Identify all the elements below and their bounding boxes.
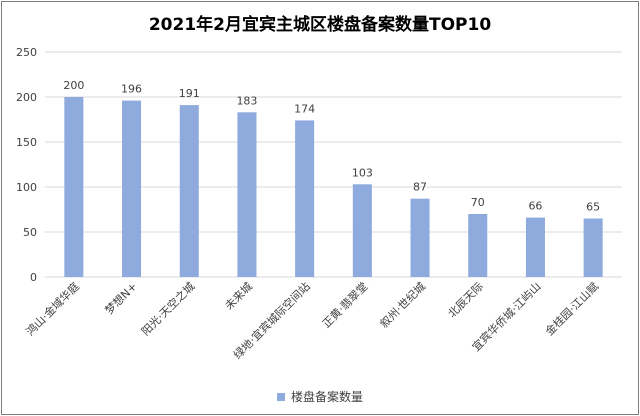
legend-label: 楼盘备案数量 xyxy=(290,390,363,404)
bars xyxy=(64,97,603,278)
bar xyxy=(583,218,603,277)
x-tick-label: 正黄·翡翠堂 xyxy=(319,279,370,330)
x-tick-label: 阳光·天空之城 xyxy=(138,279,197,338)
data-label: 66 xyxy=(528,200,542,213)
x-tick-label: 叙州·世纪城 xyxy=(377,279,428,330)
data-labels: 200 196 191 183 174 103 87 70 66 65 xyxy=(63,79,600,214)
data-label: 70 xyxy=(471,196,485,209)
data-label: 183 xyxy=(236,94,257,107)
data-label: 103 xyxy=(352,166,373,179)
y-tick-label: 100 xyxy=(16,181,37,194)
bar xyxy=(64,97,84,277)
legend-swatch xyxy=(276,392,285,401)
bar xyxy=(410,198,430,277)
x-tick-label: 北辰天际 xyxy=(446,280,486,320)
bar xyxy=(525,217,545,277)
bar xyxy=(295,120,315,278)
bar xyxy=(468,214,488,277)
y-tick-label: 250 xyxy=(16,46,37,59)
y-tick-label: 0 xyxy=(30,271,37,284)
y-axis-ticks: 0 50 100 150 200 250 xyxy=(16,46,37,284)
data-label: 174 xyxy=(294,102,315,115)
x-tick-label: 梦想N+ xyxy=(102,279,140,317)
data-label: 65 xyxy=(586,201,600,214)
y-tick-label: 150 xyxy=(16,136,37,149)
x-tick-label: 鸿山·金域华庭 xyxy=(23,279,82,338)
bar xyxy=(237,112,257,277)
bar xyxy=(179,105,199,277)
bar xyxy=(352,184,372,277)
gridlines xyxy=(45,51,622,278)
y-tick-label: 50 xyxy=(23,226,37,239)
chart-title: 2021年2月宜宾主城区楼盘备案数量TOP10 xyxy=(148,15,492,35)
x-tick-label: 金桂园·江山赋 xyxy=(542,279,601,338)
data-label: 87 xyxy=(413,181,427,194)
y-tick-label: 200 xyxy=(16,91,37,104)
data-label: 196 xyxy=(121,83,142,96)
data-label: 200 xyxy=(63,79,84,92)
bar xyxy=(122,100,142,277)
x-tick-label: 未来城 xyxy=(223,280,256,313)
data-label: 191 xyxy=(179,87,200,100)
legend: 楼盘备案数量 xyxy=(0,388,640,405)
